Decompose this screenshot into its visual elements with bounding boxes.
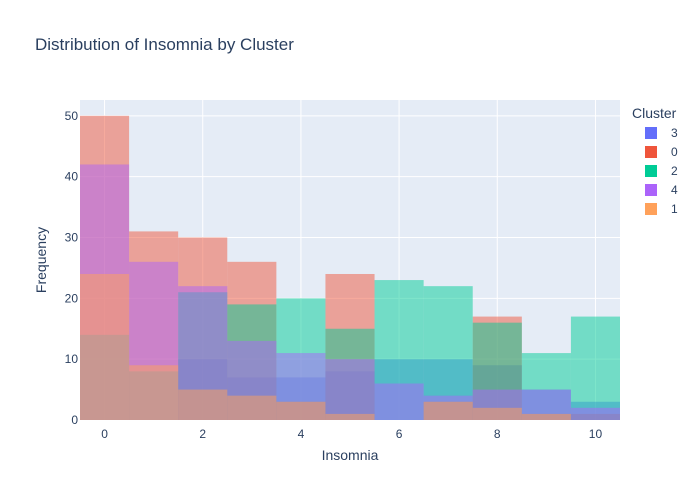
legend-swatch-1[interactable] [645, 203, 657, 215]
x-tick-label: 8 [494, 427, 501, 441]
legend-label-2[interactable]: 2 [671, 164, 678, 178]
bar-cluster-1-bin-5[interactable] [325, 413, 375, 420]
bars-layer [80, 115, 620, 420]
y-tick-label: 20 [65, 291, 79, 305]
y-tick-label: 40 [65, 170, 79, 184]
y-axis-ticks: 0 10 20 30 40 50 [65, 109, 79, 427]
series-1 [80, 273, 571, 420]
bar-cluster-2-bin-10[interactable] [570, 316, 620, 420]
legend-label-1[interactable]: 1 [671, 202, 678, 216]
bar-cluster-4-bin-6[interactable] [374, 383, 424, 420]
bar-cluster-1-bin-2[interactable] [178, 389, 228, 420]
y-tick-label: 30 [65, 230, 79, 244]
y-tick-label: 0 [71, 413, 78, 427]
legend-swatch-3[interactable] [645, 127, 657, 139]
x-tick-label: 0 [101, 427, 108, 441]
x-tick-label: 6 [396, 427, 403, 441]
x-axis-label: Insomnia [322, 447, 379, 463]
y-tick-label: 10 [65, 352, 79, 366]
bar-cluster-4-bin-10[interactable] [570, 407, 620, 420]
legend: Cluster 3 0 2 4 1 [632, 105, 678, 216]
bar-cluster-1-bin-1[interactable] [129, 365, 179, 420]
bar-cluster-1-bin-4[interactable] [276, 401, 326, 420]
legend-swatch-4[interactable] [645, 184, 657, 196]
bar-cluster-1-bin-3[interactable] [227, 395, 277, 420]
legend-label-3[interactable]: 3 [671, 126, 678, 140]
bar-cluster-1-bin-8[interactable] [472, 407, 522, 420]
bar-cluster-4-bin-5[interactable] [325, 359, 375, 420]
chart-title: Distribution of Insomnia by Cluster [35, 35, 294, 54]
legend-swatch-2[interactable] [645, 165, 657, 177]
y-tick-label: 50 [65, 109, 79, 123]
legend-swatch-0[interactable] [645, 146, 657, 158]
bar-cluster-1-bin-7[interactable] [423, 401, 473, 420]
bar-cluster-1-bin-9[interactable] [521, 413, 571, 420]
legend-title: Cluster [632, 105, 677, 121]
x-tick-label: 4 [298, 427, 305, 441]
legend-label-0[interactable]: 0 [671, 145, 678, 159]
x-axis-ticks: 0 2 4 6 8 10 [101, 427, 602, 441]
x-tick-label: 2 [199, 427, 206, 441]
legend-label-4[interactable]: 4 [671, 183, 678, 197]
bar-cluster-1-bin-0[interactable] [80, 273, 130, 420]
y-axis-label: Frequency [33, 227, 49, 293]
x-tick-label: 10 [589, 427, 603, 441]
